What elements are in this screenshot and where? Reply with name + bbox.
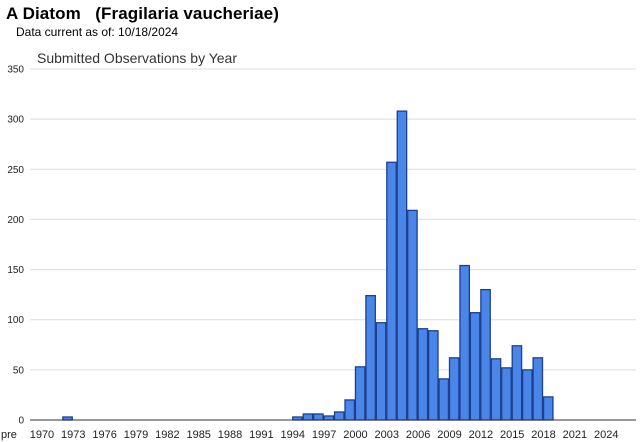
x-tick-label: 1997: [312, 429, 336, 441]
x-tick-label: 2006: [406, 429, 430, 441]
bar-1996: [312, 413, 324, 421]
y-tick-label: 50: [13, 365, 25, 376]
x-tick-label: 2000: [343, 429, 367, 441]
x-tick-label: 1991: [249, 429, 273, 441]
bar-2007: [427, 330, 439, 421]
bar-2002: [375, 322, 387, 421]
bar-2001: [365, 294, 376, 421]
page-title: A Diatom (Fragilaria vaucheriae): [6, 4, 279, 23]
x-tick-label: 1973: [61, 429, 85, 441]
x-tick-label: 1979: [124, 429, 148, 441]
x-axis-ticks: pre 1970 1973 1976 1979 1982 1985 1988 1991 1994 1…: [1, 429, 618, 441]
bar-2016: [522, 369, 533, 421]
x-tick-label: 2018: [531, 429, 555, 441]
bar-1997: [323, 415, 335, 421]
x-tick-label: 1994: [281, 429, 305, 441]
y-tick-label: 150: [7, 265, 24, 276]
y-tick-label: 250: [7, 165, 24, 176]
bar-2012: [480, 288, 491, 421]
x-tick-label: 2003: [375, 429, 399, 441]
bar-1998: [333, 411, 345, 421]
bar-2003: [386, 161, 397, 421]
bar-2005: [407, 209, 418, 421]
y-tick-label: 0: [18, 416, 24, 427]
x-tick-label: 1982: [155, 429, 179, 441]
x-tick-label: 2021: [563, 429, 587, 441]
x-tick-label: 2009: [437, 429, 461, 441]
x-tick-label: 1976: [92, 429, 116, 441]
y-tick-label: 100: [7, 315, 24, 326]
x-tick-label: 2024: [594, 429, 618, 441]
gridlines: [30, 68, 636, 371]
bar-2008: [438, 378, 450, 421]
x-tick-label: 2015: [500, 429, 524, 441]
x-tick-label: 1970: [30, 429, 54, 441]
y-tick-label: 350: [7, 65, 24, 76]
bar-2017: [532, 357, 544, 421]
x-tick-label: 1988: [218, 429, 242, 441]
y-tick-label: 300: [7, 115, 24, 126]
bar-2004: [396, 110, 408, 421]
bar-2010: [459, 264, 471, 421]
bar-1999: [344, 399, 356, 421]
bar-2000: [354, 366, 366, 421]
x-tick-label: pre: [1, 429, 17, 441]
bar-2009: [448, 357, 460, 421]
x-tick-label: 2012: [469, 429, 493, 441]
chart-title: Submitted Observations by Year: [37, 50, 237, 66]
bar-2013: [490, 358, 502, 421]
y-axis-ticks: 0 50 100 150 200 250 300 350: [7, 65, 24, 427]
bar-2018: [542, 396, 554, 421]
bar-2006: [417, 328, 429, 421]
bar-1995: [302, 413, 314, 421]
y-tick-label: 200: [7, 215, 24, 226]
bar-2014: [501, 367, 512, 421]
data-current-date: Data current as of: 10/18/2024: [16, 25, 179, 39]
bar-2015: [511, 345, 523, 421]
bar-2011: [469, 312, 481, 421]
x-tick-label: 1985: [186, 429, 210, 441]
bars: [62, 110, 554, 421]
